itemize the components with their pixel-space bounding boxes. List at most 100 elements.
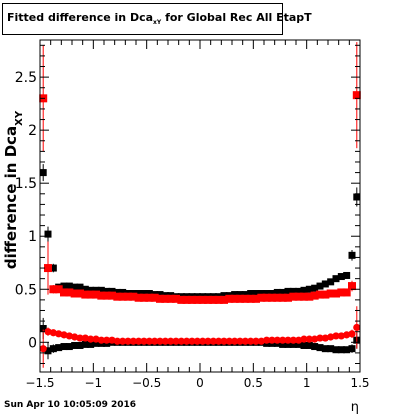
x-tick-labels: −1.5 −1 −0.5 0 0.5 1 1.5 [25,376,369,390]
data-point [252,294,260,303]
y-tick-label: 2.5 [15,70,37,86]
data-point [166,294,175,303]
data-point [321,280,329,288]
data-point [289,292,298,301]
data-point [284,336,292,344]
data-point [113,288,121,296]
data-point [55,330,63,338]
data-point [39,325,47,333]
data-point [305,292,314,301]
title-rest-text: for Global Rec All EtapT [161,11,312,25]
data-point [161,337,169,345]
data-point [262,293,271,302]
title-subscript: xY [153,19,162,27]
data-point [108,291,116,300]
data-point [246,294,255,303]
data-point [140,293,148,302]
data-point [140,290,148,298]
data-point [327,345,335,353]
data-point [150,293,159,302]
data-point [353,323,361,332]
data-point [241,337,249,345]
data-point [76,341,84,349]
data-point [332,289,340,298]
data-point [273,288,281,296]
data-point [305,335,313,343]
data-point [135,290,143,298]
data-point [214,295,223,304]
data-point [49,329,57,337]
data-point [188,337,196,345]
data-point [263,290,271,298]
data-point [108,336,116,344]
data-point [247,337,255,345]
data-point [177,295,186,304]
data-point [225,337,233,345]
y-tick-label: 1 [28,229,37,245]
data-point [273,336,281,344]
data-point [300,286,308,294]
y-tick-label: 1.5 [15,176,37,192]
data-point [118,292,127,301]
data-point [161,294,170,303]
data-point [49,345,57,353]
data-point [352,91,361,100]
data-point [124,337,132,345]
data-point [102,291,111,300]
data-point [182,295,191,304]
data-point [81,290,90,299]
title-box: Fitted difference in DcaxY for Global Re… [2,3,312,35]
data-point [220,295,228,304]
data-point [348,251,356,259]
x-tick-label: 0.5 [244,376,263,390]
data-point [55,344,63,352]
data-point [278,293,287,302]
data-point [353,193,361,201]
data-point [316,344,324,352]
data-point [129,337,137,345]
data-point [60,331,68,339]
data-point [268,293,276,302]
data-point [65,343,73,351]
data-point [321,290,330,299]
data-point [236,291,244,299]
x-tick-label: 0 [196,376,204,390]
data-point [145,337,153,345]
data-point [348,282,356,291]
x-tick-label: −1 [84,376,102,390]
x-axis-label: η [351,400,359,414]
data-point [108,287,116,295]
data-point [183,337,191,345]
data-point [103,336,111,344]
data-point [332,346,340,354]
data-point [134,293,143,302]
data-point [321,334,329,342]
data-point [247,290,255,298]
data-point [76,334,84,342]
data-point [204,337,212,345]
y-axis-label-main: difference in Dca [2,126,20,269]
data-point [156,291,164,299]
data-point [65,282,73,290]
data-point [92,335,100,343]
data-point [295,287,303,295]
data-point [343,331,351,339]
data-point [252,290,260,298]
data-point [332,332,340,340]
data-point [300,292,308,301]
data-point [81,334,89,342]
data-point [332,275,340,283]
data-point [87,286,95,294]
data-point [86,290,95,299]
data-point [273,293,282,302]
data-point [39,345,47,353]
data-point [60,288,68,297]
data-point [87,335,95,343]
data-point [348,330,356,338]
data-point [92,339,100,347]
chart-title: Fitted difference in DcaxY for Global Re… [3,11,312,26]
data-point [215,337,223,345]
data-point [124,292,132,301]
y-axis-ticks [40,44,360,365]
data-point [311,284,319,292]
